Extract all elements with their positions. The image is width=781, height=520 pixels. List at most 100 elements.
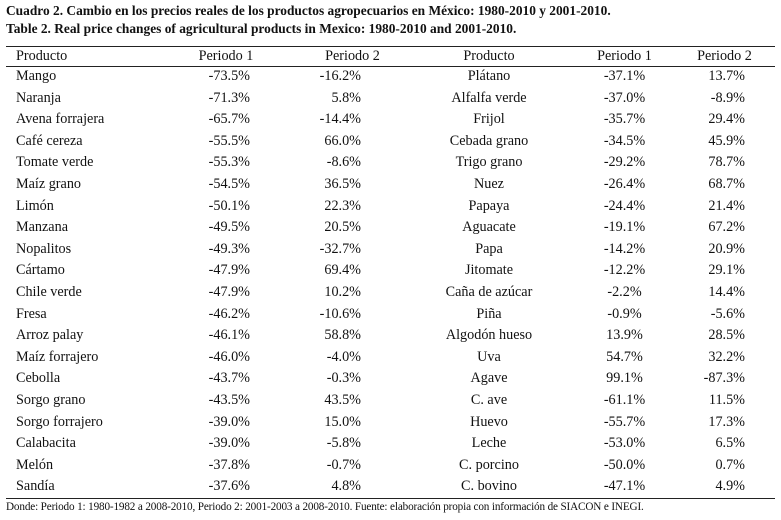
cell-periodo-1-right: -24.4% — [603, 197, 646, 214]
cell-producto: Fresa — [16, 305, 47, 322]
cell-producto-right: C. ave — [470, 391, 508, 408]
cell-periodo-1-right: -47.1% — [603, 478, 646, 495]
table-header-row: Producto Periodo 1 Periodo 2 Producto Pe… — [6, 47, 775, 66]
cell-periodo-2: -5.8% — [326, 435, 361, 452]
cell-periodo-2: 22.3% — [324, 197, 361, 214]
cell-periodo-2: 36.5% — [324, 175, 361, 192]
table-row: Cártamo -47.9% 69.4% Jitomate -12.2% 29.1% — [6, 260, 775, 282]
cell-producto-right: Alfalfa verde — [451, 89, 527, 106]
cell-producto-right: C. bovino — [461, 478, 517, 495]
cell-producto: Mango — [16, 68, 57, 84]
cell-periodo-2-right: 4.9% — [715, 478, 745, 495]
cell-producto: Arroz palay — [16, 327, 84, 344]
cell-periodo-2: 66.0% — [324, 132, 361, 149]
table-row: Maíz grano -54.5% 36.5% Nuez -26.4% 68.7% — [6, 174, 775, 196]
table-row: Sorgo forrajero -39.0% 15.0% Huevo -55.7% 17.… — [6, 412, 775, 434]
cell-producto: Cebolla — [16, 370, 61, 387]
cell-periodo-2-right: 78.7% — [708, 154, 745, 171]
cell-producto: Maíz grano — [16, 175, 82, 192]
cell-producto-right: Plátano — [467, 68, 511, 84]
cell-producto-right: Agave — [470, 370, 508, 387]
cell-periodo-1-right: -19.1% — [603, 219, 646, 236]
cell-periodo-2: -0.7% — [326, 456, 361, 473]
cell-periodo-1-right: -29.2% — [603, 154, 646, 171]
cell-periodo-1: -50.1% — [208, 197, 250, 214]
cell-producto-right: Huevo — [470, 413, 508, 430]
cell-periodo-1: -37.6% — [208, 478, 250, 495]
cell-periodo-2-right: 28.5% — [708, 327, 745, 344]
table-body: Mango -73.5% -16.2% Plátano -37.1% 13.7% Naran… — [6, 66, 775, 498]
cell-periodo-1-right: -53.0% — [603, 435, 646, 452]
cell-producto: Maíz forrajero — [16, 348, 99, 365]
cell-producto-right: C. porcino — [459, 456, 519, 473]
table-row: Mango -73.5% -16.2% Plátano -37.1% 13.7% — [6, 66, 775, 88]
cell-periodo-2-right: 21.4% — [708, 197, 745, 214]
cell-periodo-2-right: 0.7% — [715, 456, 745, 473]
cell-periodo-1: -73.5% — [208, 68, 250, 84]
cell-periodo-1-right: -34.5% — [603, 132, 646, 149]
table-row: Cebolla -43.7% -0.3% Agave 99.1% -87.3% — [6, 368, 775, 390]
table-row: Fresa -46.2% -10.6% Piña -0.9% -5.6% — [6, 304, 775, 326]
cell-producto: Café cereza — [16, 132, 83, 149]
cell-periodo-1: -65.7% — [208, 111, 250, 128]
cell-periodo-2-right: 68.7% — [708, 175, 745, 192]
cell-periodo-1-right: -2.2% — [607, 283, 642, 300]
cell-periodo-1-right: -35.7% — [603, 111, 646, 128]
cell-periodo-2-right: -8.9% — [710, 89, 745, 106]
cell-periodo-1: -46.0% — [208, 348, 250, 365]
cell-producto-right: Papaya — [468, 197, 510, 214]
table-row: Sandía -37.6% 4.8% C. bovino -47.1% 4.9% — [6, 476, 775, 498]
cell-producto: Sorgo grano — [16, 391, 86, 408]
cell-periodo-1-right: -50.0% — [603, 456, 646, 473]
table-row: Maíz forrajero -46.0% -4.0% Uva 54.7% 32.2% — [6, 347, 775, 369]
cell-producto: Nopalitos — [16, 240, 72, 257]
cell-producto: Tomate verde — [16, 154, 94, 171]
cell-producto: Limón — [16, 197, 54, 214]
cell-periodo-1-right: -14.2% — [603, 240, 646, 257]
cell-periodo-1-right: -61.1% — [603, 391, 646, 408]
cell-periodo-1: -39.0% — [208, 435, 250, 452]
bottom-rule — [6, 498, 775, 499]
cell-periodo-2: -14.4% — [319, 111, 361, 128]
table-title-spanish: Cuadro 2. Cambio en los precios reales d… — [6, 3, 611, 18]
cell-periodo-1-right: -37.0% — [603, 89, 646, 106]
cell-producto-right: Leche — [471, 435, 507, 452]
cell-periodo-2: 58.8% — [324, 327, 361, 344]
cell-periodo-2: 4.8% — [331, 478, 361, 495]
cell-periodo-2-right: -5.6% — [710, 305, 745, 322]
cell-producto-right: Piña — [476, 305, 502, 322]
cell-periodo-1: -71.3% — [208, 89, 250, 106]
cell-producto: Sorgo forrajero — [16, 413, 103, 430]
cell-periodo-1: -43.7% — [208, 370, 250, 387]
cell-periodo-2: -8.6% — [326, 154, 361, 171]
column-header-periodo-1-right: Periodo 1 — [597, 48, 652, 64]
cell-periodo-1-right: 54.7% — [606, 348, 643, 365]
cell-periodo-1: -46.2% — [208, 305, 250, 322]
table-row: Chile verde -47.9% 10.2% Caña de azúcar -2.2… — [6, 282, 775, 304]
cell-producto-right: Papa — [475, 240, 503, 257]
cell-producto-right: Frijol — [473, 111, 505, 128]
table-row: Avena forrajera -65.7% -14.4% Frijol -35.7% 2… — [6, 109, 775, 131]
table-row: Calabacita -39.0% -5.8% Leche -53.0% 6.5% — [6, 433, 775, 455]
cell-producto-right: Cebada grano — [449, 132, 529, 149]
cell-producto: Manzana — [16, 219, 68, 236]
cell-periodo-1-right: 13.9% — [606, 327, 643, 344]
column-header-producto: Producto — [16, 48, 68, 64]
price-change-table: Producto Periodo 1 Periodo 2 Producto Pe… — [6, 47, 775, 498]
cell-periodo-2: 15.0% — [324, 413, 361, 430]
cell-periodo-2-right: 20.9% — [708, 240, 745, 257]
table-row: Sorgo grano -43.5% 43.5% C. ave -61.1% 11.5% — [6, 390, 775, 412]
header-rule — [6, 66, 775, 67]
table-row: Manzana -49.5% 20.5% Aguacate -19.1% 67.2% — [6, 217, 775, 239]
cell-periodo-1-right: -26.4% — [603, 175, 646, 192]
cell-periodo-2-right: -87.3% — [703, 370, 745, 387]
cell-producto-right: Nuez — [474, 175, 504, 192]
cell-periodo-1-right: -0.9% — [607, 305, 642, 322]
cell-periodo-1: -47.9% — [208, 262, 250, 279]
cell-periodo-1: -55.3% — [208, 154, 250, 171]
cell-producto-right: Aguacate — [462, 219, 516, 236]
column-header-periodo-2: Periodo 2 — [325, 48, 380, 64]
cell-periodo-2: -16.2% — [319, 68, 361, 84]
cell-producto: Cártamo — [16, 262, 65, 279]
cell-periodo-1: -49.5% — [208, 219, 250, 236]
